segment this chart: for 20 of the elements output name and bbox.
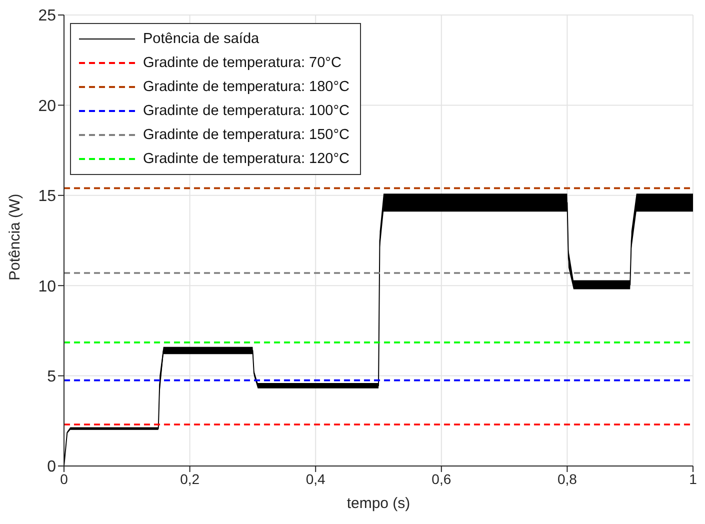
x-tick-label: 1 xyxy=(689,470,698,487)
legend-label: Gradinte de temperatura: 180°C xyxy=(143,79,350,95)
y-tick-label: 20 xyxy=(38,98,56,115)
y-tick-label: 15 xyxy=(38,188,56,206)
x-tick-label: 0,4 xyxy=(306,470,326,487)
legend-label: Gradinte de temperatura: 150°C xyxy=(143,127,350,143)
legend-label: Gradinte de temperatura: 100°C xyxy=(143,103,350,119)
x-tick-label: 0,8 xyxy=(557,470,578,487)
x-tick-label: 0,2 xyxy=(180,470,200,487)
y-tick-label: 25 xyxy=(38,8,56,25)
legend-label: Gradinte de temperatura: 70°C xyxy=(143,55,342,71)
y-tick-label: 0 xyxy=(47,458,56,476)
legend-label: Potência de saída xyxy=(143,31,260,47)
x-tick-label: 0,6 xyxy=(432,470,452,487)
x-tick-label: 0 xyxy=(60,470,68,487)
x-axis-title: tempo (s) xyxy=(346,495,410,512)
y-axis-title: Potência (W) xyxy=(6,194,24,280)
y-tick-label: 10 xyxy=(38,278,56,296)
legend-label: Gradinte de temperatura: 120°C xyxy=(143,151,350,167)
y-tick-label: 5 xyxy=(47,368,56,386)
